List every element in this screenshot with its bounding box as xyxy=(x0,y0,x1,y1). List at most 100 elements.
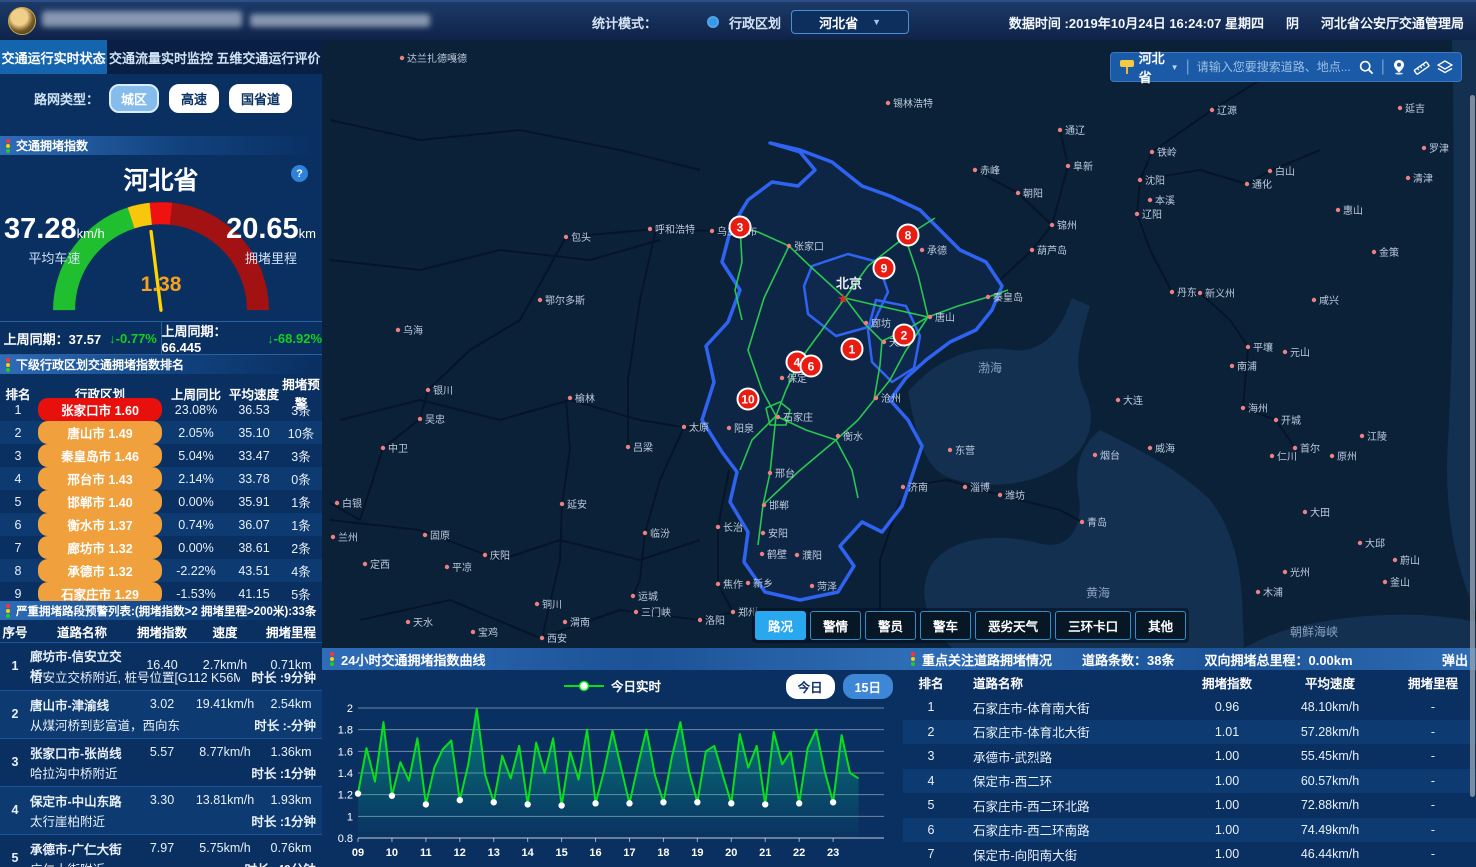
region-pill[interactable]: 衡水市 1.37 xyxy=(38,513,162,536)
help-icon[interactable]: ? xyxy=(291,165,308,182)
table-row[interactable]: 1 石家庄市-体育南大街 0.96 48.10km/h - xyxy=(927,700,1436,716)
map-city-label: 丹东 xyxy=(1177,286,1197,299)
location-pin-icon[interactable] xyxy=(1392,58,1406,76)
road-type-urban[interactable]: 城区 xyxy=(109,83,160,113)
ranking-header: 排名 行政区划 上周同比 平均速度 拥堵预警 xyxy=(5,378,320,411)
traffic-light-icon xyxy=(6,603,11,618)
table-row[interactable]: 3 承德市-武烈路 1.00 55.45km/h - xyxy=(927,749,1436,765)
ruler-icon[interactable] xyxy=(1413,58,1430,76)
today-button[interactable]: 今日 xyxy=(785,674,835,699)
map-region-dropdown[interactable]: 河北省 ▼ xyxy=(1138,51,1179,85)
table-row[interactable]: 7 保定市-向阳南大街 1.00 46.44km/h - xyxy=(927,847,1436,863)
map-city-label: 辽阳 xyxy=(1142,209,1162,221)
region-pill[interactable]: 石家庄市 1.29 xyxy=(38,582,162,601)
map-city-label: 庆阳 xyxy=(490,549,510,562)
chart-panel: 24小时交通拥堵指数曲线 今日实时 今日 15日 0.8 1 1.2 1.4 1.6 1.… xyxy=(322,648,903,867)
region-pill[interactable]: 邯郸市 1.40 xyxy=(38,490,162,513)
map-city-label: 原州 xyxy=(1337,451,1357,463)
table-row[interactable]: 4 保定市-西二环 1.00 60.57km/h - xyxy=(903,768,1476,793)
list-item[interactable]: 4 保定市-中山东路 3.30 13.81km/h 1.93km 太行崖柏附近 时长 :1分… xyxy=(0,786,322,834)
map-city-label: 吕梁 xyxy=(633,441,653,454)
layer-tab-police-car[interactable]: 警车 xyxy=(920,611,972,640)
road-type-highway[interactable]: 高速 xyxy=(169,83,220,113)
map-city-label: 焦作 xyxy=(723,578,743,591)
region-pill[interactable]: 秦皇岛市 1.46 xyxy=(38,444,162,467)
region-pill[interactable]: 廊坊市 1.32 xyxy=(38,536,162,559)
list-item[interactable]: 2 唐山市-津渝线 3.02 19.41km/h 2.54km 从煤河桥到彭富道，西向东时… xyxy=(0,690,322,738)
tab-flow-monitor[interactable]: 交通流量实时监控 xyxy=(107,40,215,74)
map-city-label: 达兰扎德嘎德 xyxy=(407,52,467,65)
map-city-label: 清津 xyxy=(1413,172,1433,185)
legend-line-icon xyxy=(563,680,604,691)
layer-tab-weather[interactable]: 恶劣天气 xyxy=(975,611,1052,640)
page-scrollbar[interactable] xyxy=(1470,95,1475,797)
layer-tab-officer[interactable]: 警员 xyxy=(865,611,917,640)
week-speed-delta: ↓-0.77% xyxy=(109,330,157,346)
map-marker-2[interactable]: 2 xyxy=(892,323,916,347)
map-city-label: 天水 xyxy=(413,617,433,629)
table-row[interactable]: 6 石家庄市-西二环南路 1.00 74.49km/h - xyxy=(903,817,1476,842)
layer-tab-incident[interactable]: 警情 xyxy=(810,611,862,640)
search-icon[interactable] xyxy=(1359,58,1374,76)
chevron-down-icon: ▼ xyxy=(872,17,881,27)
chevron-down-icon: ▼ xyxy=(1170,62,1179,72)
region-pill[interactable]: 承德市 1.32 xyxy=(38,559,162,582)
svg-text:1.2: 1.2 xyxy=(338,790,353,802)
map-city-label: 锡林浩特 xyxy=(893,97,933,110)
region-pill[interactable]: 张家口市 1.60 xyxy=(38,398,162,421)
map-sea-label: 黄海 xyxy=(1086,585,1110,600)
map-city-label: 中卫 xyxy=(388,442,408,455)
layers-icon[interactable] xyxy=(1437,58,1453,76)
map-city-label: 呼和浩特 xyxy=(655,224,695,236)
map-city-label: 木浦 xyxy=(1263,586,1283,599)
region-pill[interactable]: 唐山市 1.49 xyxy=(38,421,162,444)
section-congestion-index: 交通拥堵指数 xyxy=(0,136,322,155)
table-row[interactable]: 2 石家庄市-体育北大街 1.01 57.28km/h - xyxy=(903,719,1476,744)
map-marker-9[interactable]: 9 xyxy=(872,256,896,280)
map-city-label: 邯郸 xyxy=(769,499,789,512)
congestion-curve-chart: 0.8 1 1.2 1.4 1.6 1.8 2 09 10 11 12 13 14 15 16 17 18 19 2… xyxy=(338,703,884,859)
svg-text:6: 6 xyxy=(808,360,815,374)
map-search-input[interactable] xyxy=(1196,60,1352,74)
mileage-label: 拥堵里程 xyxy=(245,251,298,266)
map-city-label: 延吉 xyxy=(1405,103,1425,115)
region-select[interactable]: 河北省 ▼ xyxy=(791,10,910,34)
table-row: 6 衡水市 1.37 0.74% 36.07 1条 xyxy=(0,513,322,536)
map-marker-10[interactable]: 10 xyxy=(736,387,760,411)
map-marker-3[interactable]: 3 xyxy=(728,215,752,239)
map-city-label: 濮阳 xyxy=(802,549,822,562)
table-row[interactable]: 5 石家庄市-西二环北路 1.00 72.88km/h - xyxy=(927,798,1436,814)
total-mileage: 双向拥堵总里程：0.00km xyxy=(1204,652,1353,668)
layer-tab-checkpoint[interactable]: 三环卡口 xyxy=(1055,611,1132,640)
list-item[interactable]: 1 廊坊市-信安立交桥 16.40 2.7km/h 0.71km 信安立交桥附近, 桩号位… xyxy=(0,642,322,690)
svg-text:1.6: 1.6 xyxy=(338,746,353,758)
map-city-label: 榆林 xyxy=(575,392,595,405)
tab-realtime-status[interactable]: 交通运行实时状态 xyxy=(0,40,108,74)
tab-5d-evaluation[interactable]: 五维交通运行评价 xyxy=(214,40,322,74)
table-row: 8 承德市 1.32 -2.22% 43.51 4条 xyxy=(0,559,322,582)
chart-title: 24小时交通拥堵指数曲线 xyxy=(341,652,486,668)
layer-tab-traffic[interactable]: 路况 xyxy=(755,611,807,640)
map-city-label: 长治 xyxy=(723,521,743,534)
svg-text:1: 1 xyxy=(849,343,856,357)
map-city-label: 大连 xyxy=(1123,394,1143,407)
popup-link[interactable]: 弹出 xyxy=(1441,652,1468,668)
fifteen-day-button[interactable]: 15日 xyxy=(842,674,893,699)
map-city-label: 新义州 xyxy=(1205,287,1235,300)
region-mode-radio[interactable] xyxy=(707,16,720,28)
map-city-label: 首尔 xyxy=(1300,442,1320,455)
map-city-label: 洛阳 xyxy=(705,614,725,627)
map-marker-1[interactable]: 1 xyxy=(840,337,864,361)
list-item[interactable]: 3 张家口市-张尚线 5.57 8.77km/h 1.36km 哈拉沟中桥附近 时长 :1分… xyxy=(0,738,322,786)
road-type-national[interactable]: 国省道 xyxy=(229,83,293,113)
map-city-label: 新乡 xyxy=(753,577,773,590)
svg-text:1.8: 1.8 xyxy=(338,725,353,737)
region-pill[interactable]: 邢台市 1.43 xyxy=(38,467,162,490)
map-city-label: 东营 xyxy=(955,444,975,457)
map-marker-6[interactable]: 6 xyxy=(799,354,823,378)
layer-tab-other[interactable]: 其他 xyxy=(1135,611,1187,640)
map-city-label: 吴忠 xyxy=(425,414,445,426)
map-marker-8[interactable]: 8 xyxy=(896,223,920,247)
svg-text:1: 1 xyxy=(347,811,353,823)
